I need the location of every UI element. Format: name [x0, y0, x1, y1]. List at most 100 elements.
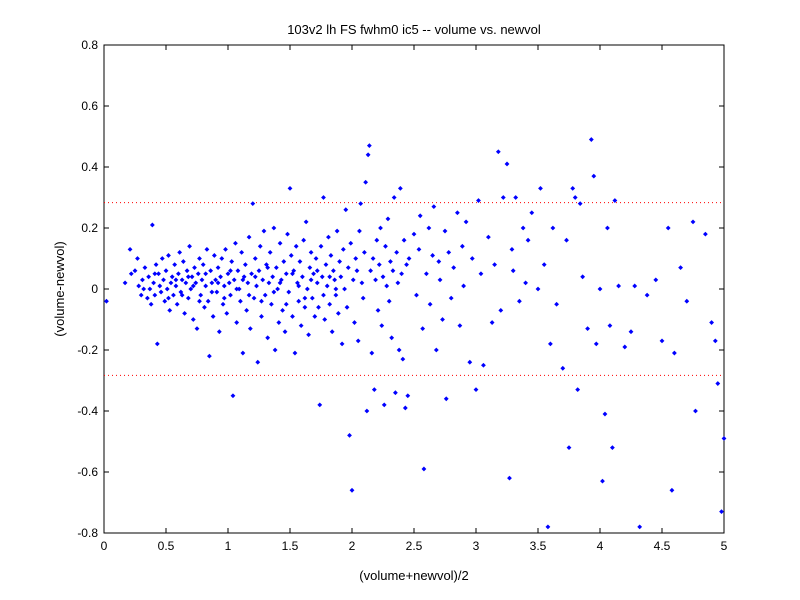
- data-point: [715, 381, 721, 386]
- y-tick-label: -0.4: [77, 404, 98, 418]
- data-point: [290, 271, 295, 277]
- data-point: [323, 262, 329, 267]
- data-point: [145, 295, 150, 301]
- data-point: [236, 286, 242, 292]
- data-point: [154, 341, 160, 347]
- data-point: [632, 283, 638, 289]
- data-point: [495, 149, 501, 155]
- data-point: [373, 277, 378, 283]
- data-point: [321, 195, 326, 200]
- data-point: [554, 301, 559, 307]
- data-point: [357, 228, 362, 234]
- data-point: [395, 280, 401, 286]
- data-point: [358, 201, 364, 206]
- data-point: [448, 295, 454, 301]
- data-point: [709, 320, 714, 325]
- data-point: [513, 195, 519, 200]
- data-point: [254, 283, 259, 289]
- data-point: [637, 524, 643, 530]
- data-point: [285, 231, 290, 237]
- data-point: [216, 329, 222, 335]
- data-point: [158, 289, 164, 295]
- data-point: [247, 326, 253, 332]
- data-point: [275, 286, 280, 292]
- data-point: [678, 265, 683, 271]
- data-point: [451, 265, 457, 271]
- data-point: [644, 292, 650, 298]
- data-point: [313, 256, 319, 261]
- data-point: [180, 259, 186, 264]
- data-point: [399, 271, 404, 277]
- data-point: [597, 286, 603, 292]
- data-point: [394, 250, 400, 255]
- y-tick-label: 0.6: [81, 99, 98, 113]
- data-point: [498, 307, 504, 313]
- data-point: [193, 280, 199, 286]
- data-point: [166, 295, 171, 301]
- data-point: [271, 289, 277, 295]
- data-point: [300, 274, 305, 280]
- y-tick-label: 0: [91, 282, 98, 296]
- data-point: [209, 289, 215, 295]
- data-point: [228, 268, 233, 274]
- y-tick-label: 0.8: [81, 38, 98, 52]
- y-tick-label: -0.6: [77, 465, 98, 479]
- data-point: [213, 277, 218, 283]
- data-point: [173, 283, 179, 289]
- data-point: [467, 359, 473, 365]
- data-point: [383, 243, 388, 249]
- data-point: [171, 292, 176, 298]
- data-point: [262, 292, 268, 298]
- data-point: [343, 207, 349, 213]
- data-point: [509, 246, 515, 252]
- data-point: [322, 317, 328, 322]
- data-point: [204, 246, 210, 252]
- data-point: [174, 301, 180, 307]
- data-point: [189, 274, 195, 280]
- data-point: [311, 271, 316, 277]
- data-point: [416, 246, 422, 252]
- data-point: [397, 185, 403, 191]
- data-point: [337, 259, 342, 264]
- data-point: [440, 317, 445, 322]
- data-point: [259, 298, 264, 304]
- data-point: [203, 283, 209, 289]
- data-point: [302, 304, 308, 310]
- data-point: [585, 326, 590, 332]
- data-point: [228, 292, 233, 298]
- data-point: [703, 231, 708, 237]
- data-point: [593, 341, 599, 347]
- data-point: [240, 277, 246, 283]
- data-point: [234, 320, 240, 325]
- data-point: [371, 387, 377, 393]
- data-point: [312, 314, 318, 319]
- data-point: [266, 280, 272, 286]
- data-point: [525, 237, 531, 243]
- data-point: [517, 298, 522, 304]
- data-point: [245, 280, 251, 286]
- data-point: [308, 250, 314, 255]
- data-point: [185, 274, 191, 280]
- data-point: [261, 228, 267, 234]
- data-point: [492, 262, 497, 267]
- data-point: [293, 243, 299, 249]
- data-point: [414, 292, 419, 298]
- data-point: [138, 292, 144, 298]
- data-point: [335, 311, 341, 316]
- data-point: [162, 298, 168, 304]
- data-point: [406, 256, 412, 261]
- data-point: [446, 250, 452, 255]
- x-ticks: 0 0.5 1 1.5 2 2.5 3 3.5 4 4.5 5: [101, 45, 728, 553]
- data-point: [226, 280, 232, 286]
- data-point: [149, 222, 155, 228]
- data-point: [265, 335, 271, 341]
- data-point: [580, 274, 586, 280]
- data-point: [386, 298, 392, 304]
- data-point: [190, 317, 196, 322]
- data-point: [612, 198, 618, 203]
- data-point: [391, 195, 397, 200]
- data-point: [712, 338, 718, 344]
- data-point: [436, 259, 442, 264]
- data-point: [128, 271, 134, 277]
- data-point: [308, 277, 314, 283]
